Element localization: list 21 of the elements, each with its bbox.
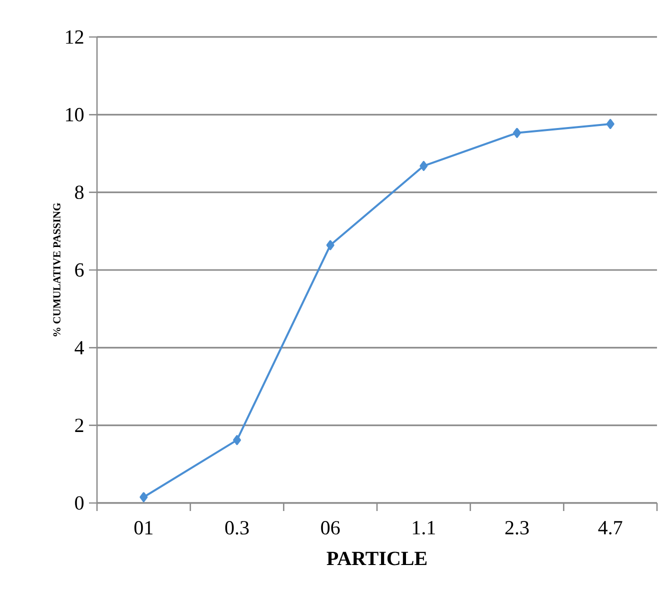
x-tick-label: 4.7 [598, 521, 622, 534]
y-tick-label: 12 [66, 30, 84, 44]
point [513, 128, 522, 138]
y-tick-label: 10 [66, 108, 84, 122]
point [420, 160, 428, 171]
y-tick-label: 2 [75, 418, 84, 432]
y-axis-title: % CUMULATIVE PASSING [53, 202, 60, 336]
point [233, 435, 242, 446]
y-tick-label: 6 [75, 263, 84, 277]
x-tick-label: 2.3 [505, 521, 529, 535]
point [140, 492, 148, 502]
point [606, 118, 614, 129]
x-axis-title: PARTICLE [326, 552, 427, 566]
x-tick-label: 01 [134, 521, 152, 535]
y-tick-label: 0 [75, 496, 84, 510]
y-tick-label: 8 [75, 186, 84, 200]
x-tick-label: 06 [321, 521, 340, 535]
y-tick-label: 4 [74, 341, 84, 354]
x-tick-label: 1.1 [412, 521, 435, 535]
x-tick-label: 0.3 [225, 521, 249, 535]
point [326, 240, 334, 250]
